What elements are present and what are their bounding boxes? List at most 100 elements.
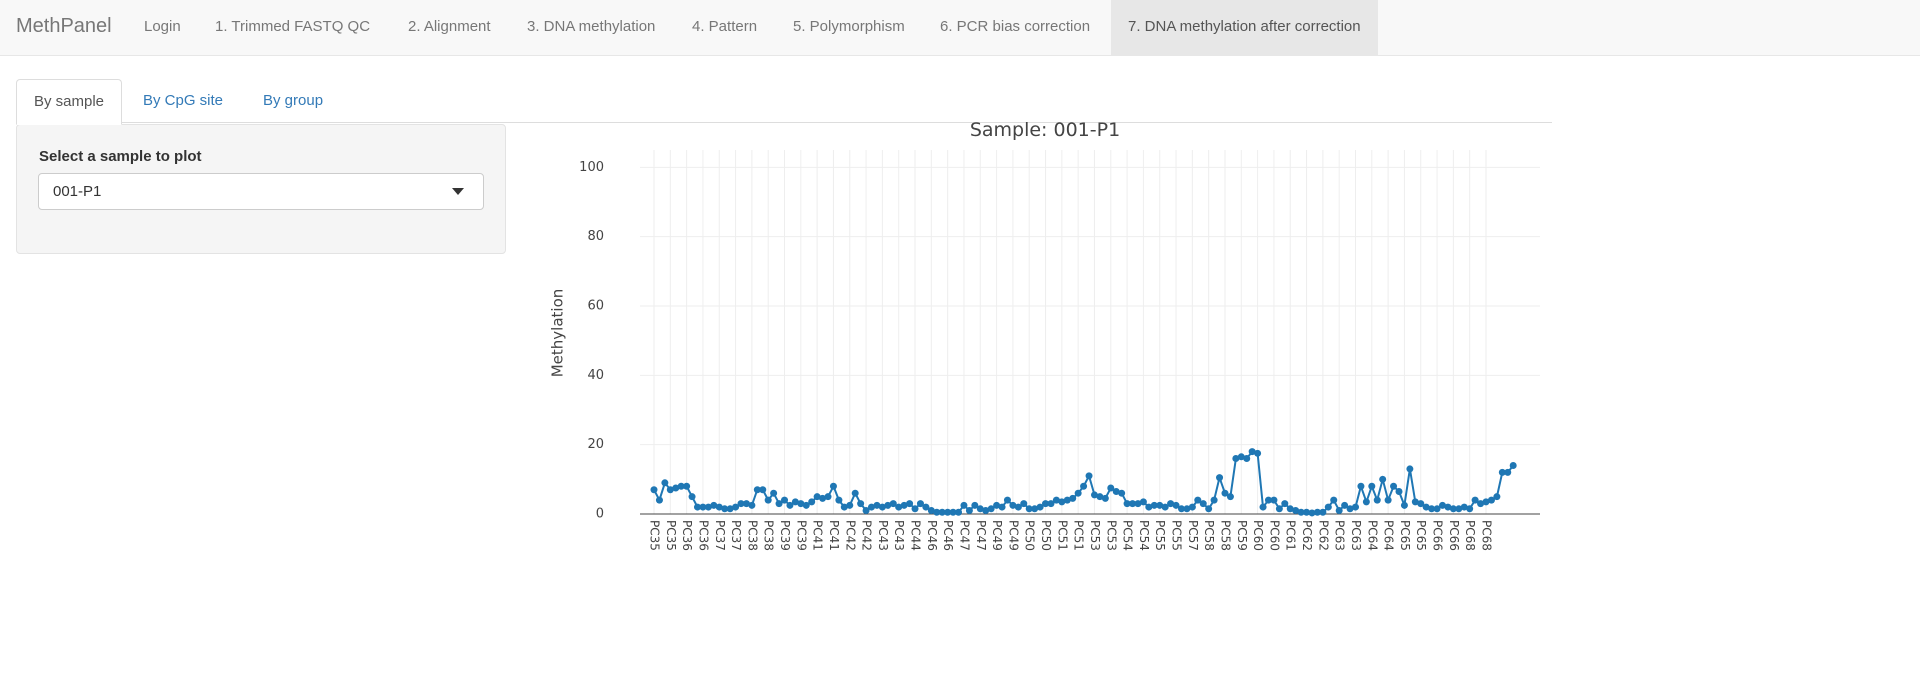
data-point [1167, 500, 1175, 508]
x-tick-label: PC62 [1300, 520, 1314, 551]
data-point [1346, 505, 1354, 513]
x-tick-label: PC68 [1463, 520, 1477, 551]
data-point [824, 493, 832, 501]
nav-item[interactable]: 4. Pattern [692, 18, 758, 35]
data-point [1210, 496, 1218, 504]
sample-select[interactable]: 001-P1 [38, 173, 484, 210]
y-tick-label: 60 [587, 299, 604, 314]
data-point [1422, 503, 1430, 511]
data-point [1047, 500, 1055, 508]
data-point [797, 500, 805, 508]
data-point [1243, 455, 1251, 463]
data-point [775, 500, 783, 508]
tab[interactable]: By group [263, 92, 324, 109]
x-tick-label: PC62 [1316, 520, 1330, 551]
x-tick-label: PC63 [1333, 520, 1347, 551]
data-point [1042, 500, 1050, 508]
data-point [987, 505, 995, 513]
data-point [1270, 496, 1278, 504]
brand[interactable]: MethPanel [16, 15, 112, 37]
data-point [1199, 500, 1207, 508]
data-point [1101, 494, 1109, 502]
x-tick-label: PC36 [696, 520, 710, 551]
data-point [1368, 482, 1376, 490]
data-point [1074, 489, 1082, 497]
data-point [1020, 500, 1028, 508]
data-point [688, 493, 696, 501]
data-point [781, 496, 789, 504]
data-point [1487, 496, 1495, 504]
data-point [1264, 496, 1272, 504]
data-point [1341, 501, 1349, 509]
x-tick-label: PC37 [713, 520, 727, 551]
chart: Sample: 001-P1 Methylation 0 20 40 60 80 100 PC3… [549, 119, 1540, 551]
select-label: Select a sample to plot [39, 148, 202, 165]
data-point [1444, 503, 1452, 511]
data-point [1390, 482, 1398, 490]
chart-title: Sample: 001-P1 [970, 119, 1120, 141]
nav-item[interactable]: 1. Trimmed FASTQ QC [215, 18, 371, 35]
data-point [802, 501, 810, 509]
y-tick-label: 40 [587, 368, 604, 383]
data-point [704, 503, 712, 511]
data-point [732, 503, 740, 511]
x-tick-label: PC43 [892, 520, 906, 551]
tab[interactable]: By sample [16, 79, 123, 125]
data-point [938, 508, 946, 516]
data-point [1205, 505, 1213, 513]
x-tick-label: PC38 [745, 520, 759, 551]
data-point [1303, 508, 1311, 516]
x-tick-label: PC42 [843, 520, 857, 551]
data-point [1400, 501, 1408, 509]
x-tick-label: PC66 [1447, 520, 1461, 551]
data-point [721, 505, 729, 513]
x-tick-label: PC63 [1349, 520, 1363, 551]
data-point [808, 498, 816, 506]
data-point [710, 501, 718, 509]
data-point [813, 493, 821, 501]
data-point [851, 489, 859, 497]
y-tick-label: 80 [587, 229, 604, 244]
data-point [1379, 475, 1387, 483]
data-point [694, 503, 702, 511]
data-point [1482, 498, 1490, 506]
nav-item[interactable]: 2. Alignment [408, 18, 491, 35]
x-tick-label: PC49 [1006, 520, 1020, 551]
caret [452, 188, 464, 195]
nav-item[interactable]: 5. Polymorphism [793, 18, 905, 35]
data-point [1156, 501, 1164, 509]
x-tick-label: PC55 [1170, 520, 1184, 551]
data-point [1090, 491, 1098, 499]
data-point [1107, 484, 1115, 492]
data-point [1384, 496, 1392, 504]
data-point [1357, 482, 1365, 490]
x-tick-label: PC49 [990, 520, 1004, 551]
data-point [1036, 503, 1044, 511]
x-tick-label: PC60 [1251, 520, 1265, 551]
nav-item[interactable]: 6. PCR bias correction [940, 18, 1091, 35]
data-point [1194, 496, 1202, 504]
sidebar-panel: Select a sample to plot 001-P1 [16, 124, 506, 254]
data-point [1275, 505, 1283, 513]
data-point [1172, 501, 1180, 509]
data-point [683, 482, 691, 490]
nav-item[interactable]: 3. DNA methylation [527, 18, 656, 35]
nav-item[interactable]: Login [144, 18, 181, 35]
tab[interactable]: By CpG site [143, 92, 224, 109]
data-point [1493, 493, 1501, 501]
data-point [1417, 500, 1425, 508]
data-point [862, 507, 870, 515]
data-point [911, 505, 919, 513]
data-point [889, 500, 897, 508]
data-point [949, 508, 957, 516]
x-tick-label: PC61 [1284, 520, 1298, 551]
data-point [1362, 498, 1370, 506]
data-point [895, 503, 903, 511]
data-point [1123, 500, 1131, 508]
data-point [1498, 468, 1506, 476]
navbar: MethPanel Login 1. Trimmed FASTQ QC 2. Ali… [0, 0, 1920, 56]
x-tick-label: PC35 [648, 520, 662, 551]
nav-item[interactable]: 7. DNA methylation after correction [1111, 0, 1378, 55]
data-point [1351, 503, 1359, 511]
x-tick-label: PC64 [1365, 520, 1379, 551]
